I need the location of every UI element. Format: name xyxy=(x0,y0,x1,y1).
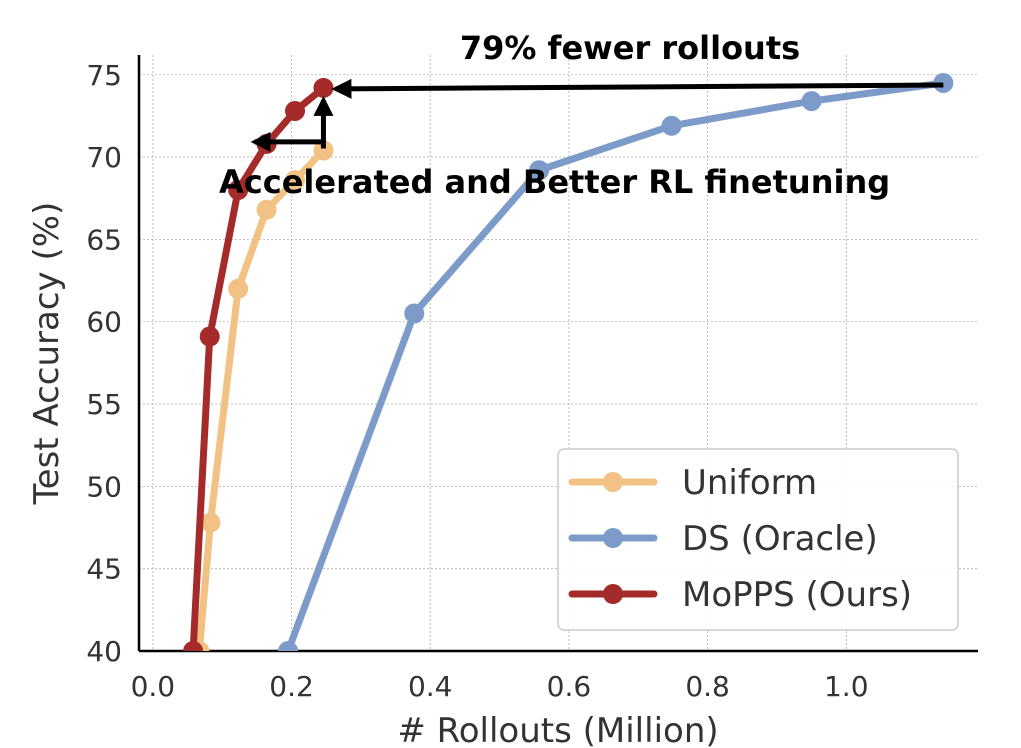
data-point-ds-oracle xyxy=(801,91,822,112)
y-tick-label: 50 xyxy=(86,470,122,503)
tick-labels: 0.0 0.2 0.4 0.6 0.8 1.0 40 45 50 55 60 65 70 75 xyxy=(86,59,868,703)
x-tick-label: 0.8 xyxy=(685,670,730,703)
legend-label-uniform: Uniform xyxy=(682,463,817,503)
data-point-ds-oracle xyxy=(404,303,425,324)
legend-marker-uniform xyxy=(603,472,623,492)
data-point-mopps-ours xyxy=(228,180,249,201)
series xyxy=(183,72,954,651)
annotations: 79% fewer rollouts Accelerated and Better… xyxy=(219,29,944,201)
data-point-uniform xyxy=(256,199,277,220)
legend-box xyxy=(557,448,959,631)
annotation-fewer-rollouts: 79% fewer rollouts xyxy=(460,29,800,67)
y-tick-label: 45 xyxy=(86,553,122,586)
x-tick-label: 0.2 xyxy=(269,670,314,703)
data-point-mopps-ours xyxy=(183,641,204,651)
x-tick-label: 0.4 xyxy=(408,670,453,703)
legend: Uniform DS (Oracle) MoPPS (Ours) xyxy=(557,448,959,631)
data-point-uniform xyxy=(200,512,221,533)
data-point-uniform xyxy=(313,140,334,161)
y-tick-label: 75 xyxy=(86,59,122,92)
y-tick-label: 65 xyxy=(86,223,122,256)
legend-label-ds-oracle: DS (Oracle) xyxy=(682,519,878,559)
series-line-ds-oracle xyxy=(284,79,947,651)
legend-label-mopps-ours: MoPPS (Ours) xyxy=(682,575,912,615)
y-tick-label: 60 xyxy=(86,306,122,339)
legend-marker-mopps-ours xyxy=(603,584,623,604)
data-point-ds-oracle xyxy=(278,641,299,651)
data-point-uniform xyxy=(285,170,306,191)
data-point-ds-oracle xyxy=(529,160,550,181)
y-tick-label: 40 xyxy=(86,635,122,668)
x-tick-label: 0.6 xyxy=(547,670,592,703)
y-tick-label: 55 xyxy=(86,388,122,421)
data-point-mopps-ours xyxy=(285,100,306,121)
legend-marker-ds-oracle xyxy=(603,528,623,548)
data-point-mopps-ours xyxy=(313,77,334,98)
annotation-accelerated: Accelerated and Better RL finetuning xyxy=(219,163,890,201)
x-axis-label: # Rollouts (Million) xyxy=(397,711,718,748)
x-tick-label: 1.0 xyxy=(824,670,869,703)
fewer-rollouts-arrow xyxy=(331,78,944,99)
y-tick-label: 70 xyxy=(86,141,122,174)
data-point-uniform xyxy=(228,278,249,299)
data-point-mopps-ours xyxy=(199,326,220,347)
y-axis-label: Test Accuracy (%) xyxy=(27,202,67,506)
x-tick-label: 0.0 xyxy=(131,670,176,703)
data-point-ds-oracle xyxy=(661,115,682,136)
data-point-ds-oracle xyxy=(933,72,954,93)
